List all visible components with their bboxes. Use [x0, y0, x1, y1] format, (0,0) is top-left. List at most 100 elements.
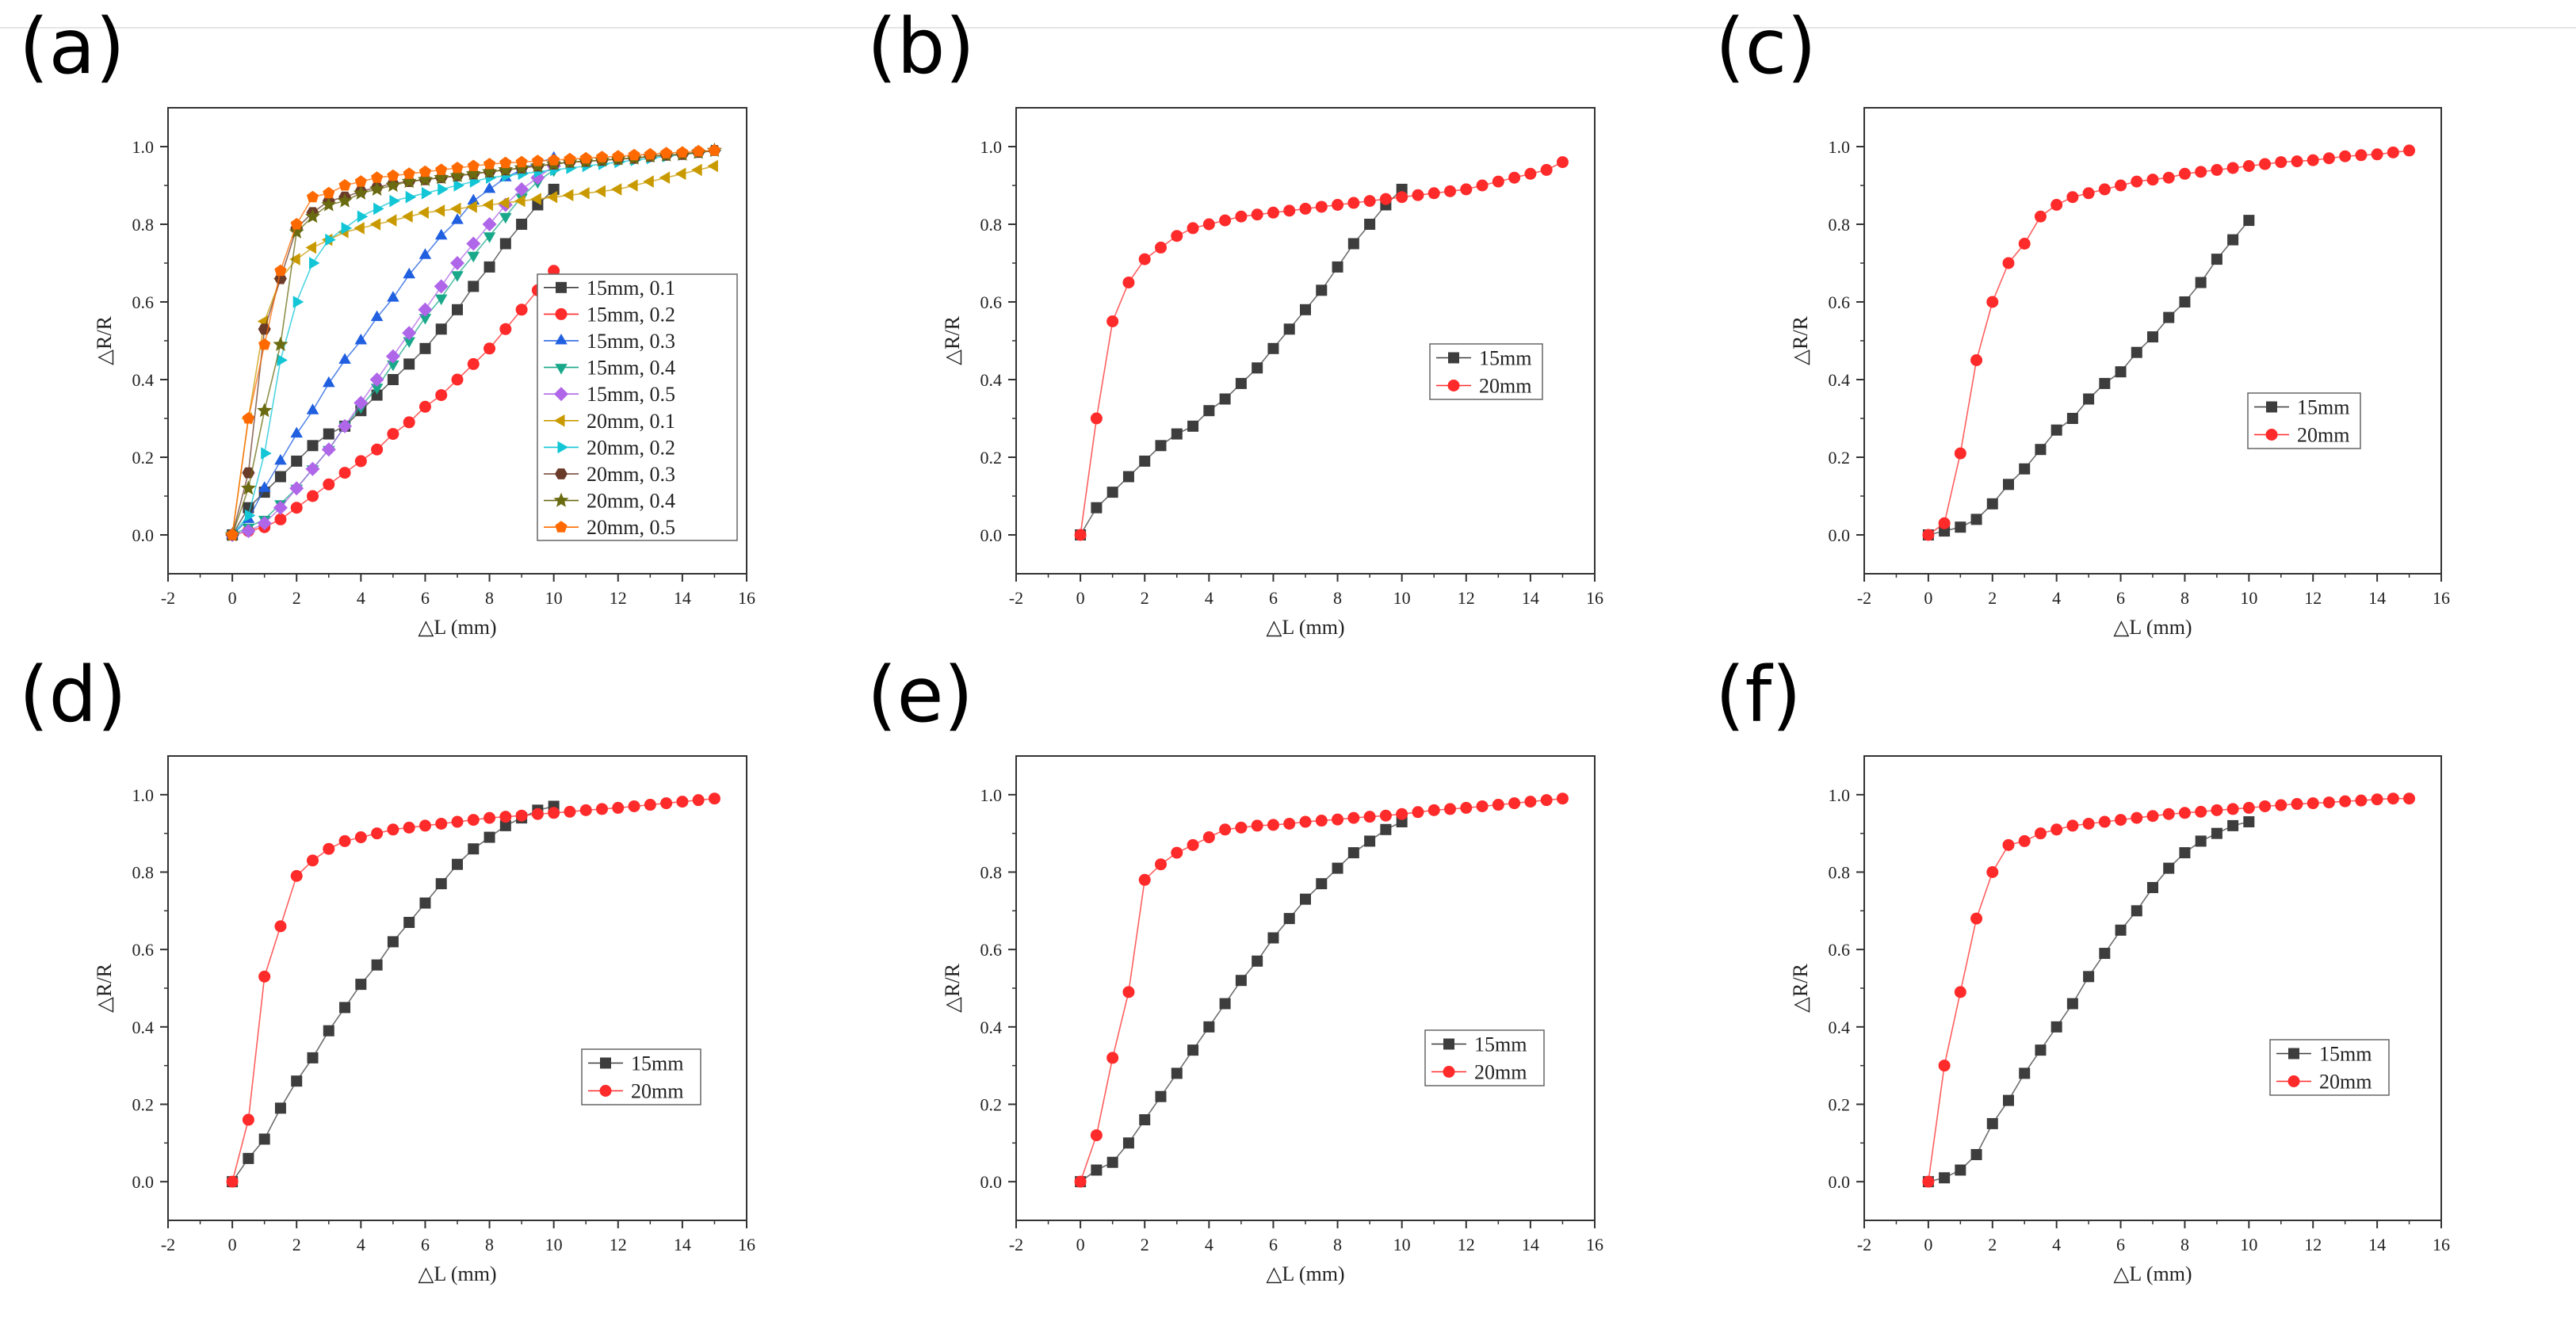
data-point: [531, 155, 544, 166]
x-tick-label: -2: [1857, 1235, 1871, 1254]
data-point: [371, 959, 383, 971]
data-point: [1235, 975, 1247, 987]
data-point: [1922, 1175, 1935, 1188]
legend-box: [2247, 392, 2361, 449]
data-point: [435, 323, 447, 335]
data-point: [499, 156, 512, 169]
data-point: [323, 186, 335, 199]
data-point: [466, 200, 477, 213]
data-point: [2195, 805, 2207, 818]
legend-label: 20mm: [1474, 1061, 1527, 1084]
data-point: [2211, 827, 2222, 839]
data-point: [1954, 986, 1966, 998]
data-point: [419, 400, 431, 413]
data-point: [692, 794, 705, 807]
x-tick-label: 8: [2180, 1235, 2189, 1254]
data-point: [387, 823, 399, 836]
data-point: [516, 219, 528, 230]
data-point: [548, 807, 560, 819]
data-point: [467, 357, 480, 370]
series-line-1: [1928, 797, 2410, 1182]
data-point: [2099, 948, 2111, 960]
data-point: [2259, 800, 2272, 812]
data-point: [483, 232, 496, 243]
data-point: [594, 185, 606, 198]
data-point: [514, 194, 526, 208]
data-point: [659, 171, 671, 184]
y-tick-label: 0.6: [980, 940, 1003, 960]
data-point: [1283, 204, 1296, 217]
data-point: [434, 294, 448, 306]
data-point: [369, 218, 381, 231]
data-point: [339, 1002, 351, 1014]
data-point: [2115, 179, 2127, 192]
data-point: [548, 154, 560, 166]
data-point: [451, 373, 464, 386]
data-point: [2179, 296, 2191, 307]
data-point: [419, 819, 431, 832]
y-tick-label: 0.2: [980, 448, 1003, 468]
data-point: [1139, 1114, 1151, 1126]
x-tick-label: 4: [1205, 1235, 1213, 1254]
data-point: [1106, 315, 1119, 327]
data-point: [2066, 191, 2079, 204]
data-point: [2082, 817, 2095, 830]
data-point: [354, 831, 367, 844]
data-point: [387, 169, 399, 181]
data-point: [1090, 1129, 1103, 1142]
data-point: [323, 1025, 334, 1037]
data-point: [1122, 471, 1134, 483]
legend-marker: [555, 521, 568, 533]
data-point: [2002, 257, 2015, 269]
y-tick-label: 1.0: [132, 137, 155, 157]
data-point: [2050, 199, 2063, 211]
data-point: [418, 206, 429, 220]
data-point: [2131, 905, 2142, 917]
data-point: [309, 257, 320, 269]
data-point: [2211, 163, 2223, 176]
data-point: [401, 174, 417, 189]
data-point: [499, 238, 511, 250]
x-tick-label: 0: [1076, 588, 1085, 608]
data-point: [1476, 179, 1489, 192]
data-point: [257, 403, 273, 418]
data-point: [2066, 819, 2079, 832]
data-point: [274, 264, 287, 277]
data-point: [628, 800, 640, 812]
data-point: [692, 144, 705, 157]
x-tick-label: 12: [2304, 588, 2322, 608]
data-point: [1476, 800, 1489, 812]
data-point: [1267, 819, 1279, 831]
data-point: [482, 217, 497, 231]
x-tick-label: 6: [421, 1235, 430, 1254]
y-axis-label: △R/R: [1789, 315, 1812, 365]
legend-marker: [555, 307, 568, 320]
y-tick-label: 1.0: [980, 785, 1003, 805]
data-point: [2082, 187, 2095, 200]
x-tick-label: 14: [674, 1235, 691, 1254]
data-point: [1970, 1148, 1982, 1160]
x-tick-label: 14: [2368, 1235, 2386, 1254]
data-point: [323, 376, 335, 388]
data-point: [2131, 346, 2142, 358]
data-point: [2115, 924, 2127, 936]
x-tick-label: 16: [1586, 1235, 1603, 1254]
data-point: [417, 171, 433, 186]
data-point: [1315, 200, 1328, 213]
x-tick-label: 12: [610, 1235, 627, 1254]
data-point: [226, 529, 239, 540]
data-point: [449, 167, 465, 182]
x-tick-label: 16: [1586, 588, 1603, 608]
data-point: [1139, 455, 1151, 467]
chart-panel-e: (e) -2 0 2 4 6 8 10 12 14 16 0.0 0.2 0.4 0.6 0.8 1.0 △L (…: [867, 651, 1603, 1285]
data-point: [1332, 261, 1343, 273]
x-tick-label: 10: [2240, 588, 2257, 608]
data-point: [2066, 413, 2078, 424]
data-point: [499, 811, 512, 823]
data-point: [483, 261, 495, 273]
data-point: [1364, 835, 1376, 847]
legend-marker: [555, 364, 568, 375]
data-point: [307, 854, 319, 867]
data-point: [1363, 195, 1376, 208]
data-point: [1171, 1067, 1183, 1079]
